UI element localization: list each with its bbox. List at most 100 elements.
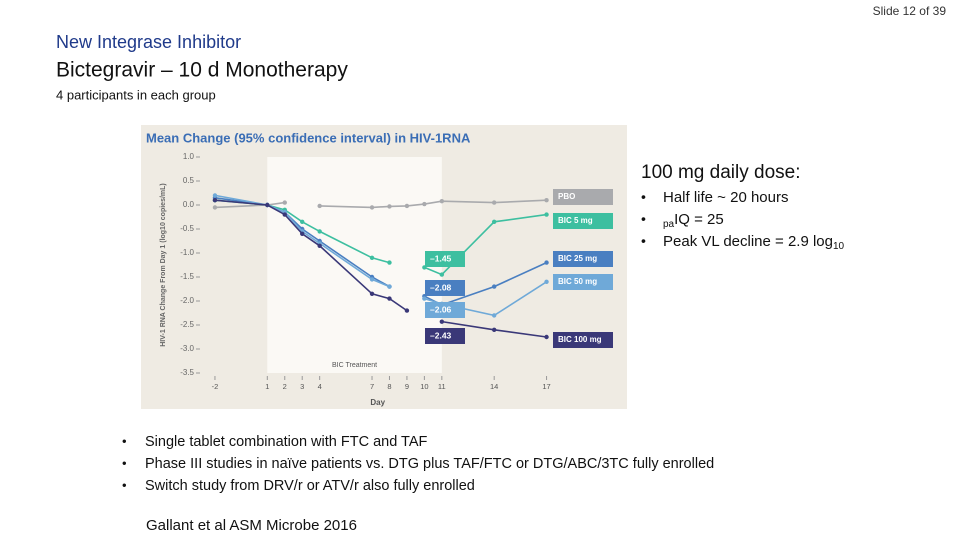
- data-point: [491, 200, 497, 205]
- annotation-box: [425, 328, 465, 344]
- data-point: [491, 284, 497, 289]
- annotation: –2.43: [430, 330, 452, 340]
- y-tick-label: -1.0: [180, 248, 194, 257]
- side-heading: 100 mg daily dose:: [641, 162, 801, 183]
- slide-subtitle: 4 participants in each group: [56, 87, 216, 102]
- data-point: [544, 260, 549, 265]
- y-tick-label: 0.0: [183, 200, 195, 209]
- data-point: [544, 212, 549, 217]
- slide-title: Bictegravir – 10 d Monotherapy: [56, 59, 348, 82]
- data-point: [265, 202, 270, 208]
- x-tick-label: 8: [387, 382, 391, 391]
- data-point: [317, 243, 322, 248]
- bullet-text: Switch study from DRV/r or ATV/r also fu…: [145, 478, 475, 494]
- x-tick-label: 9: [405, 382, 409, 391]
- data-point: [422, 296, 427, 301]
- data-point: [439, 319, 445, 324]
- x-tick-label: 17: [542, 382, 550, 391]
- y-tick-label: -2.0: [180, 296, 194, 305]
- y-axis-label: HIV-1 RNA Change From Day 1 (log10 copie…: [160, 183, 167, 347]
- data-point: [212, 193, 218, 198]
- bullet-text: IQ = 25: [674, 211, 724, 228]
- bullet-dot: •: [641, 211, 646, 227]
- y-tick-label: -0.5: [180, 224, 194, 233]
- side-bullet: paIQ = 25: [663, 211, 724, 230]
- chart-title: Mean Change (95% confidence interval) in…: [146, 130, 471, 145]
- data-point: [369, 291, 375, 296]
- legend-box: [553, 251, 613, 267]
- kicker: New Integrase Inhibitor: [56, 32, 241, 52]
- data-point: [282, 212, 287, 217]
- legend-box: [553, 213, 613, 229]
- data-point: [387, 260, 392, 265]
- x-tick-label: 1: [265, 382, 269, 391]
- legend-label: PBO: [558, 192, 575, 201]
- data-point: [387, 284, 392, 289]
- annotation-box: [425, 280, 465, 296]
- x-tick-label: -2: [212, 382, 219, 391]
- bullet-dot: •: [122, 433, 127, 448]
- x-axis-label: Day: [370, 398, 385, 407]
- data-point: [212, 198, 218, 203]
- data-point: [491, 219, 497, 224]
- shaded-label: BIC Treatment: [332, 362, 377, 369]
- subscript: pa: [663, 219, 675, 230]
- annotation-box: [425, 302, 465, 318]
- annotation: –2.08: [430, 282, 452, 292]
- data-point: [387, 296, 392, 301]
- data-point: [544, 279, 549, 284]
- x-tick-label: 4: [318, 382, 322, 391]
- data-point: [212, 205, 218, 210]
- x-tick-label: 10: [420, 382, 428, 391]
- bullets: • Single tablet combination with FTC and …: [122, 433, 714, 493]
- legend-box: [553, 332, 613, 348]
- x-tick-label: 7: [370, 382, 374, 391]
- data-point: [300, 219, 305, 224]
- subscript: 10: [833, 241, 845, 252]
- data-point: [439, 198, 445, 204]
- data-point: [491, 313, 497, 318]
- data-point: [369, 255, 375, 260]
- data-point: [544, 334, 549, 340]
- bullet-dot: •: [122, 455, 127, 470]
- annotation: –1.45: [430, 253, 452, 263]
- bullet-text: Half life ~ 20 hours: [663, 189, 789, 206]
- data-point: [317, 229, 322, 234]
- x-tick-label: 3: [300, 382, 304, 391]
- data-point: [369, 205, 375, 210]
- legend-box: [553, 189, 613, 205]
- y-tick-label: -3.0: [180, 344, 194, 353]
- data-point: [300, 231, 305, 236]
- legend-box: [553, 274, 613, 290]
- bullet-text: Single tablet combination with FTC and T…: [145, 434, 427, 450]
- data-point: [439, 272, 445, 277]
- data-point: [491, 327, 497, 332]
- citation: Gallant et al ASM Microbe 2016: [146, 517, 357, 534]
- data-point: [317, 203, 322, 209]
- y-tick-label: 1.0: [183, 152, 195, 161]
- data-point: [544, 198, 549, 203]
- y-tick-label: -3.5: [180, 368, 194, 377]
- legend-label: BIC 50 mg: [558, 277, 597, 286]
- side-bullet: Peak VL decline = 2.9 log10: [663, 233, 845, 252]
- bullet-text: Phase III studies in naïve patients vs. …: [145, 456, 714, 472]
- bullet-text: Peak VL decline = 2.9 log: [663, 233, 833, 250]
- x-tick-label: 2: [283, 382, 287, 391]
- chart: BIC Treatment 1.0 0.5 0.0 -0.5 -1.0 -1.5 -2.0 -2…: [160, 152, 613, 407]
- data-point: [282, 200, 287, 205]
- legend-label: BIC 100 mg: [558, 335, 602, 344]
- bullet-dot: •: [641, 189, 646, 205]
- side-bullet: Half life ~ 20 hours: [663, 189, 789, 206]
- data-point: [369, 277, 375, 282]
- legend-label: BIC 25 mg: [558, 254, 597, 263]
- data-point: [387, 204, 392, 209]
- data-point: [404, 203, 410, 209]
- bullet-dot: •: [641, 233, 646, 249]
- y-tick-label: -1.5: [180, 272, 194, 281]
- annotation: –2.06: [430, 304, 452, 314]
- y-tick-label: -2.5: [180, 320, 194, 329]
- x-tick-label: 14: [490, 382, 498, 391]
- data-point: [422, 201, 427, 207]
- y-tick-label: 0.5: [183, 176, 195, 185]
